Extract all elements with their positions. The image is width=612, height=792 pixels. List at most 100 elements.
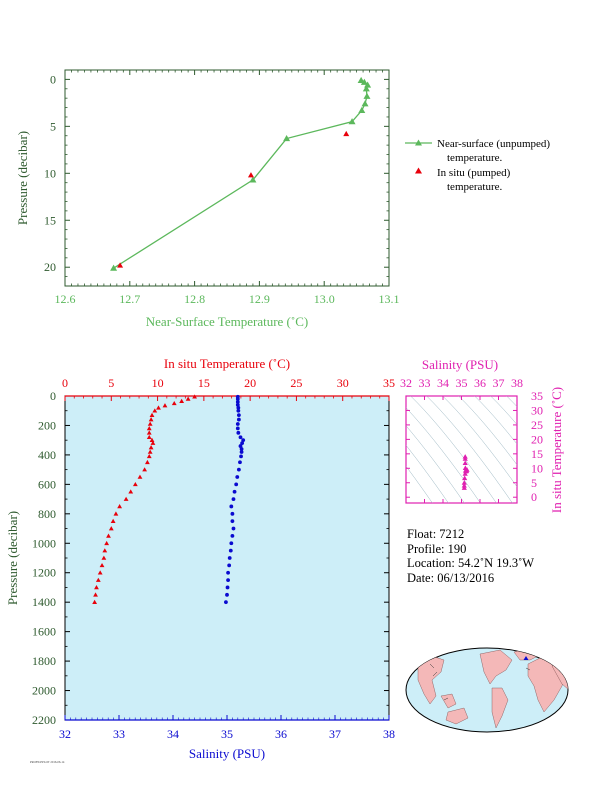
- salinity-point: [235, 399, 240, 404]
- temperature-point: [146, 430, 152, 435]
- top-chart-frame: [64, 69, 390, 287]
- ts-y-tick-label: 10: [531, 461, 543, 475]
- salinity-tick-label: 37: [329, 727, 341, 741]
- salinity-point: [235, 422, 240, 426]
- salinity-point: [226, 578, 230, 582]
- ts-point: [461, 480, 467, 485]
- temperature-tick-label: 20: [244, 376, 256, 390]
- temperature-point: [147, 421, 153, 426]
- near-surface-point: [362, 85, 370, 92]
- profile-chart-plot-area: [64, 395, 390, 721]
- salinity-point: [236, 413, 241, 418]
- salinity-point: [227, 556, 232, 560]
- legend-label-in-situ: In situ (pumped): [437, 167, 511, 179]
- profile-number: Profile: 190: [407, 541, 467, 556]
- profile-chart: 0200400600800100012001400160018002000220…: [5, 356, 395, 761]
- salinity-point: [225, 592, 229, 597]
- salinity-point: [236, 405, 241, 410]
- temperature-point: [149, 412, 155, 417]
- top-chart-y-label: Pressure (decibar): [15, 131, 30, 225]
- salinity-point: [230, 511, 235, 516]
- temperature-tick-label: 15: [198, 376, 210, 390]
- salinity-point: [225, 585, 230, 590]
- temperature-point: [171, 400, 177, 406]
- near-surface-temperature-chart: 12.6 12.7 12.8 12.9 13.0 13.1 0 5 10 15 20 Near-Su…: [15, 69, 400, 329]
- density-contour: [406, 407, 481, 503]
- top-chart-ticks: 12.6 12.7 12.8 12.9 13.0 13.1 0 5 10 15 20: [44, 70, 400, 306]
- profile-y-tick-label: 1800: [32, 654, 56, 668]
- top-x-tick-label: 12.9: [249, 292, 270, 306]
- temperature-point: [146, 434, 152, 440]
- profile-y-tick-label: 1600: [32, 625, 56, 639]
- legend-label-in-situ-2: temperature.: [447, 181, 503, 193]
- near-surface-point: [360, 78, 368, 85]
- legend-label-near-surface: Near-surface (unpumped): [437, 138, 550, 150]
- ts-point: [462, 460, 468, 466]
- salinity-point: [236, 430, 241, 435]
- temperature-point: [147, 449, 153, 454]
- temperature-point: [99, 562, 105, 568]
- ts-point: [462, 471, 468, 476]
- ts-point: [462, 475, 468, 481]
- temperature-point: [113, 511, 119, 516]
- profile-y-tick-label: 2200: [32, 713, 56, 727]
- temperature-point: [146, 426, 152, 431]
- profile-y-tick-label: 1000: [32, 536, 56, 550]
- map-land-south-america: [491, 687, 509, 729]
- salinity-point: [227, 563, 232, 568]
- in-situ-point: [117, 262, 124, 268]
- ts-diagram-frame: [405, 395, 518, 504]
- map-land-north-america: [479, 649, 513, 685]
- temperature-point: [142, 467, 148, 472]
- ts-diagram-points: [461, 454, 470, 490]
- temperature-point: [106, 533, 111, 538]
- temperature-tick-label: 0: [62, 376, 68, 390]
- salinity-tick-label: 34: [167, 727, 179, 741]
- ts-x-tick-label: 32: [400, 376, 412, 390]
- temperature-point: [152, 408, 158, 413]
- top-x-tick-label: 12.6: [55, 292, 76, 306]
- ts-x-tick-label: 34: [437, 376, 449, 390]
- temperature-point: [92, 599, 98, 604]
- temperature-point: [192, 394, 197, 399]
- legend-marker-near-surface: [415, 139, 422, 146]
- salinity-point: [229, 504, 234, 509]
- salinity-point: [238, 435, 243, 440]
- temperature-point: [179, 398, 185, 403]
- temperature-point: [149, 437, 155, 442]
- profile-y-tick-label: 400: [38, 448, 56, 462]
- legend-marker-in-situ: [415, 167, 422, 174]
- ts-x-tick-label: 33: [419, 376, 431, 390]
- salinity-point: [226, 570, 230, 575]
- salinity-point: [235, 426, 240, 431]
- ts-y-tick-label: 5: [531, 476, 537, 490]
- ts-y-tick-label: 15: [531, 447, 543, 461]
- temperature-point: [144, 459, 150, 465]
- top-chart-legend: Near-surface (unpumped) temperature. In …: [405, 138, 550, 193]
- salinity-tick-label: 33: [113, 727, 125, 741]
- temperature-tick-label: 5: [108, 376, 114, 390]
- salinity-point: [238, 460, 242, 465]
- temperature-point: [150, 440, 156, 445]
- top-y-tick-label: 10: [44, 166, 56, 180]
- temperature-point: [101, 555, 107, 560]
- near-surface-point: [283, 135, 291, 142]
- salinity-point: [224, 600, 228, 605]
- near-surface-point: [110, 264, 118, 271]
- salinity-point: [239, 447, 244, 451]
- top-x-tick-label: 13.1: [379, 292, 400, 306]
- profile-y-tick-label: 200: [38, 418, 56, 432]
- salinity-tick-label: 38: [383, 727, 395, 741]
- salinity-tick-label: 32: [59, 727, 71, 741]
- temperature-point: [110, 518, 116, 523]
- near-surface-point: [361, 100, 369, 107]
- profile-y-tick-label: 2000: [32, 684, 56, 698]
- temperature-point: [117, 504, 123, 509]
- temperature-tick-label: 25: [290, 376, 302, 390]
- salinity-point: [234, 482, 239, 487]
- profile-y-tick-label: 600: [38, 477, 56, 491]
- density-contour: [490, 396, 517, 425]
- temperature-point: [108, 526, 114, 531]
- salinity-point: [235, 397, 240, 401]
